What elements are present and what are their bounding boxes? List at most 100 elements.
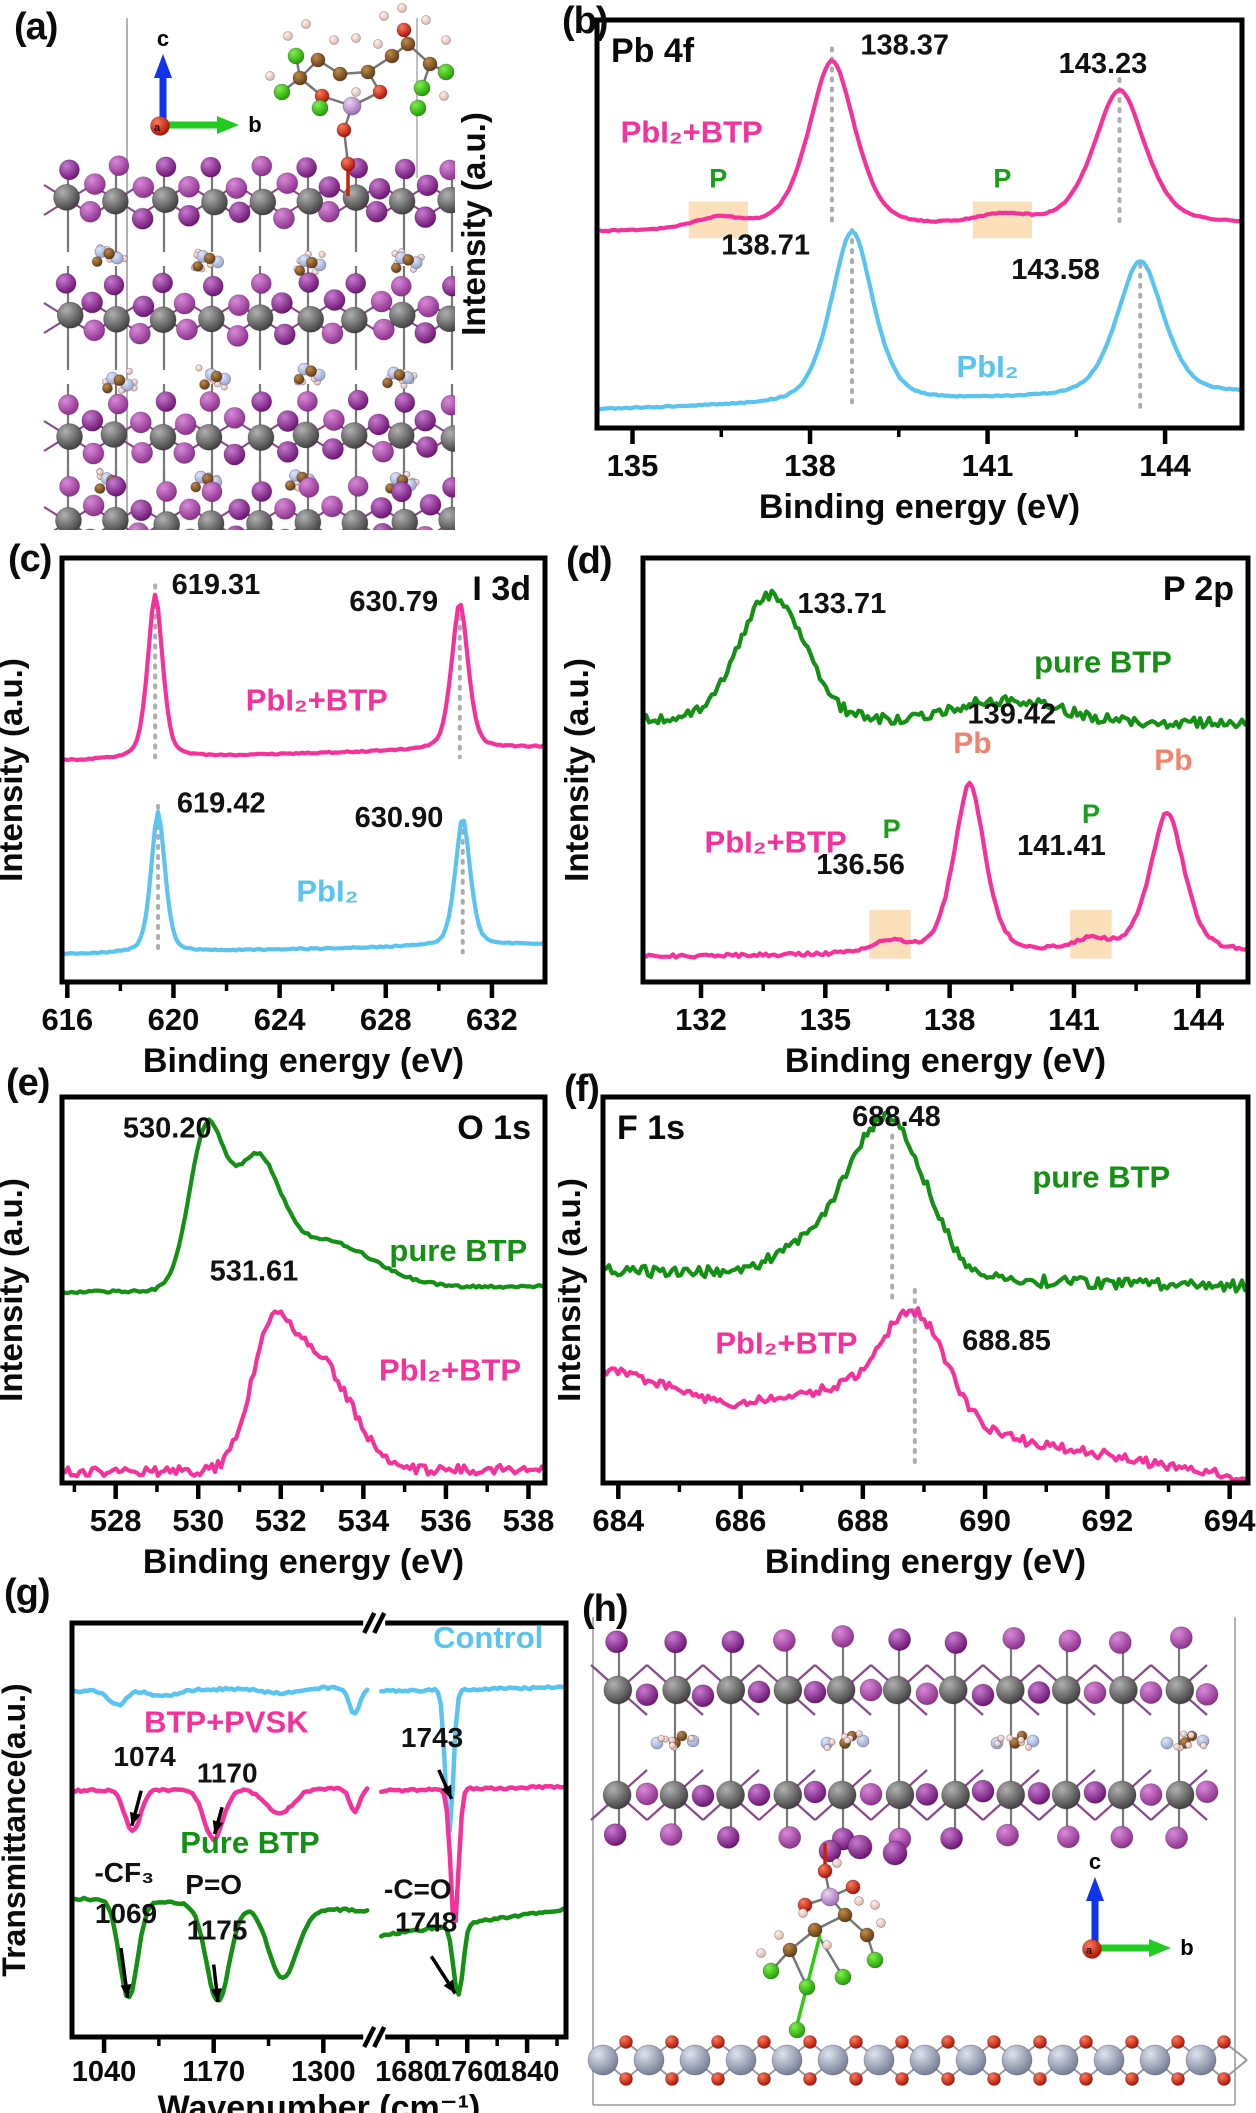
atom-purple: [81, 409, 104, 432]
chart-text: 694: [1204, 1503, 1256, 1538]
atom-pink: [798, 1908, 808, 1918]
atom-purple2: [439, 159, 455, 181]
atom-gray: [1109, 1675, 1138, 1705]
atom-purple: [419, 493, 442, 516]
atom-purple2: [416, 525, 434, 530]
atom-silver: [863, 2044, 895, 2076]
atom-purple: [971, 1779, 995, 1803]
atom-brown: [676, 1730, 688, 1742]
atom-purple: [603, 1823, 627, 1847]
atom-brown: [402, 253, 415, 266]
annotation-arrow: [120, 1984, 132, 1998]
atom-red: [849, 2035, 863, 2049]
chart-text: Binding energy (eV): [759, 488, 1080, 526]
atom-green: [287, 47, 305, 65]
plot-border: [59, 1094, 548, 1486]
panel-label-c: (c): [8, 538, 52, 580]
atom-purple: [691, 1784, 715, 1808]
atom-purple: [271, 292, 293, 314]
atom-red: [941, 2035, 955, 2049]
atom-brown: [293, 373, 305, 385]
series-pure BTP: [59, 1117, 548, 1296]
chart-text: PbI₂+BTP: [246, 683, 388, 718]
atom-purple2: [1139, 1681, 1163, 1704]
atom-gray: [294, 508, 322, 530]
atom-gray: [103, 305, 130, 333]
atom-pink: [876, 1918, 886, 1928]
atom-gray: [602, 1780, 632, 1810]
chart-text: Binding energy (eV): [143, 1042, 464, 1080]
atom-red: [1082, 1939, 1102, 1959]
atom-purple2: [1056, 1825, 1080, 1849]
atom-brown: [192, 260, 204, 272]
atom-purple: [279, 528, 291, 530]
atom-brown: [422, 56, 438, 72]
atom-gray: [249, 188, 277, 216]
atom-gray: [941, 1780, 971, 1810]
chart-text: 530.20: [123, 1113, 212, 1145]
panel-g: 1040 1170 1300 1680 1760 1840 Wavenumber (cm⁻¹…: [0, 1605, 575, 2113]
series-Control: [69, 1684, 370, 1716]
atom-purple2: [58, 394, 79, 416]
atom-red: [1171, 2035, 1185, 2049]
atom-brown: [393, 369, 406, 381]
atom-red: [619, 2072, 633, 2086]
atom-purple: [1083, 1780, 1107, 1804]
panel-f: 684 686 688 690 692 694 Binding energy (eV) Int…: [558, 1085, 1256, 1605]
atom-brown: [94, 483, 106, 494]
atom-pink: [668, 1741, 677, 1750]
atom-brown: [190, 481, 202, 493]
atom-purple2: [251, 155, 273, 177]
chart-text: 690: [959, 1503, 1011, 1538]
atom-purple2: [59, 475, 80, 497]
panel-label-b: (b): [562, 0, 609, 42]
atom-purple: [747, 1783, 771, 1807]
atom-purple: [691, 1684, 715, 1708]
series-PbI₂+BTP: [640, 780, 1251, 960]
atom-purple: [251, 391, 273, 413]
atom-purple: [888, 1628, 911, 1651]
atom-gray: [391, 508, 419, 530]
atom-silver: [1093, 2044, 1125, 2076]
atom-lblue: [1160, 1736, 1174, 1750]
atom-gray: [101, 187, 129, 215]
atom-purple: [103, 274, 125, 296]
atom-purple2: [440, 394, 455, 416]
atom-gray: [53, 184, 80, 211]
atom-gray: [995, 1675, 1025, 1705]
atom-brown: [360, 64, 376, 80]
atom-gray: [436, 305, 455, 333]
chart-text: PbI₂: [957, 349, 1019, 384]
atom-purple: [414, 409, 437, 432]
atom-purple: [105, 475, 127, 497]
atom-purple2: [1169, 1626, 1193, 1650]
atom-purple: [605, 1630, 629, 1654]
atom-gray: [387, 422, 415, 450]
chart-text: pure BTP: [1032, 1160, 1170, 1195]
chart-text: 1069: [95, 1898, 157, 1929]
atom-purple2: [82, 442, 105, 465]
atom-pink: [421, 15, 431, 25]
atom-purple: [372, 522, 393, 530]
chart-text: 1760: [435, 2056, 500, 2088]
atom-gray: [340, 422, 368, 449]
atom-purple: [276, 410, 299, 432]
atom-purple: [944, 1631, 968, 1655]
chart-text: 1840: [495, 2056, 560, 2088]
chart-text: O 1s: [457, 1109, 531, 1147]
atom-pink: [125, 367, 133, 375]
atom-brown: [305, 365, 317, 378]
atom-red: [1217, 2035, 1231, 2049]
atom-red: [941, 2072, 955, 2086]
atom-silver: [1001, 2044, 1033, 2076]
atom-pink: [1185, 1741, 1193, 1749]
atom-purple: [721, 1630, 745, 1654]
atom-pink: [843, 1736, 851, 1745]
atom-lblue: [856, 1734, 870, 1748]
atom-brown: [400, 36, 416, 52]
atom-brown: [384, 48, 400, 64]
chart-text: 1170: [197, 1757, 258, 1788]
atom-silver: [817, 2044, 849, 2076]
atom-brown: [210, 370, 223, 383]
